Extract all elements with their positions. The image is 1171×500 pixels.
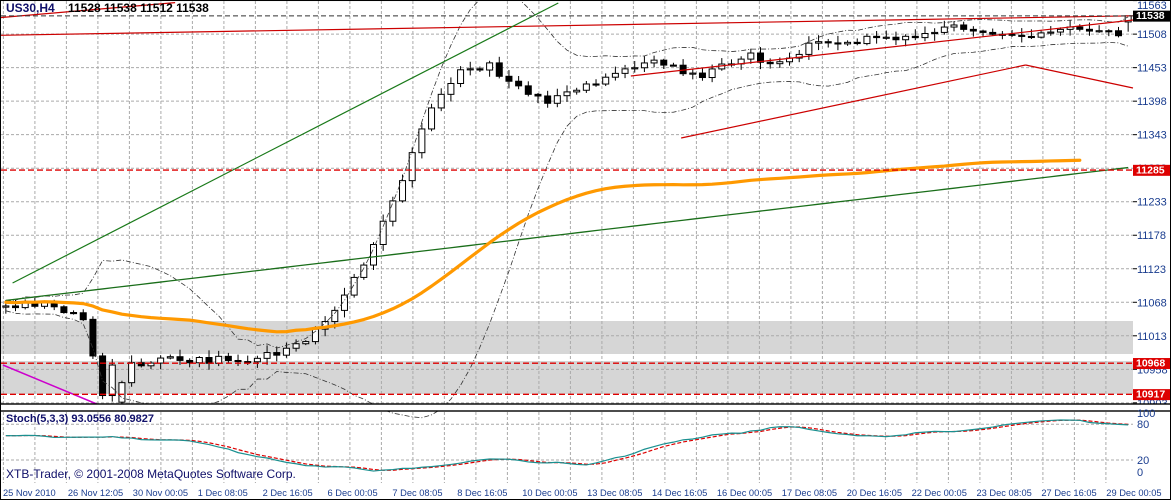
- svg-text:22 Dec 00:05: 22 Dec 00:05: [912, 488, 967, 498]
- svg-text:11123: 11123: [1137, 264, 1166, 276]
- svg-text:14 Dec 16:05: 14 Dec 16:05: [652, 488, 707, 498]
- svg-text:11233: 11233: [1137, 197, 1167, 209]
- svg-text:2 Dec 16:05: 2 Dec 16:05: [263, 488, 313, 498]
- svg-text:20 Dec 16:05: 20 Dec 16:05: [847, 488, 902, 498]
- svg-text:11285: 11285: [1136, 164, 1165, 176]
- svg-text:XTB-Trader, © 2001-2008 MetaQu: XTB-Trader, © 2001-2008 MetaQuotes Softw…: [6, 467, 296, 481]
- svg-text:11538: 11538: [1136, 10, 1165, 22]
- svg-text:11453: 11453: [1137, 63, 1167, 75]
- svg-text:30 Nov 00:05: 30 Nov 00:05: [133, 488, 188, 498]
- svg-text:11343: 11343: [1137, 130, 1167, 142]
- svg-text:17 Dec 08:05: 17 Dec 08:05: [782, 488, 837, 498]
- svg-text:25 Nov 2010: 25 Nov 2010: [3, 488, 56, 498]
- svg-text:20: 20: [1137, 455, 1149, 467]
- svg-text:27 Dec 16:05: 27 Dec 16:05: [1041, 488, 1096, 498]
- svg-text:16 Dec 00:05: 16 Dec 00:05: [717, 488, 772, 498]
- svg-text:80: 80: [1137, 419, 1149, 431]
- svg-text:11068: 11068: [1137, 297, 1167, 309]
- svg-text:29 Dec 00:05: 29 Dec 00:05: [1106, 488, 1161, 498]
- svg-text:8 Dec 16:05: 8 Dec 16:05: [457, 488, 507, 498]
- svg-text:26 Nov 12:05: 26 Nov 12:05: [68, 488, 123, 498]
- svg-text:23 Dec 08:05: 23 Dec 08:05: [977, 488, 1032, 498]
- svg-text:11013: 11013: [1137, 331, 1167, 343]
- svg-text:13 Dec 08:05: 13 Dec 08:05: [587, 488, 642, 498]
- svg-text:10917: 10917: [1136, 389, 1165, 401]
- svg-text:1 Dec 08:05: 1 Dec 08:05: [198, 488, 248, 498]
- svg-text:11528 11538 11512 11538: 11528 11538 11512 11538: [68, 1, 209, 15]
- svg-text:11508: 11508: [1137, 29, 1167, 41]
- svg-text:7 Dec 08:05: 7 Dec 08:05: [392, 488, 442, 498]
- svg-text:US30,H4: US30,H4: [6, 1, 55, 15]
- svg-text:11398: 11398: [1137, 96, 1167, 108]
- svg-text:11178: 11178: [1137, 230, 1166, 242]
- svg-text:0: 0: [1137, 467, 1143, 479]
- svg-text:Stoch(5,3,3) 93.0556 80.9827: Stoch(5,3,3) 93.0556 80.9827: [6, 413, 154, 425]
- svg-text:10968: 10968: [1136, 358, 1165, 370]
- svg-text:6 Dec 00:05: 6 Dec 00:05: [328, 488, 378, 498]
- svg-text:10 Dec 00:05: 10 Dec 00:05: [522, 488, 577, 498]
